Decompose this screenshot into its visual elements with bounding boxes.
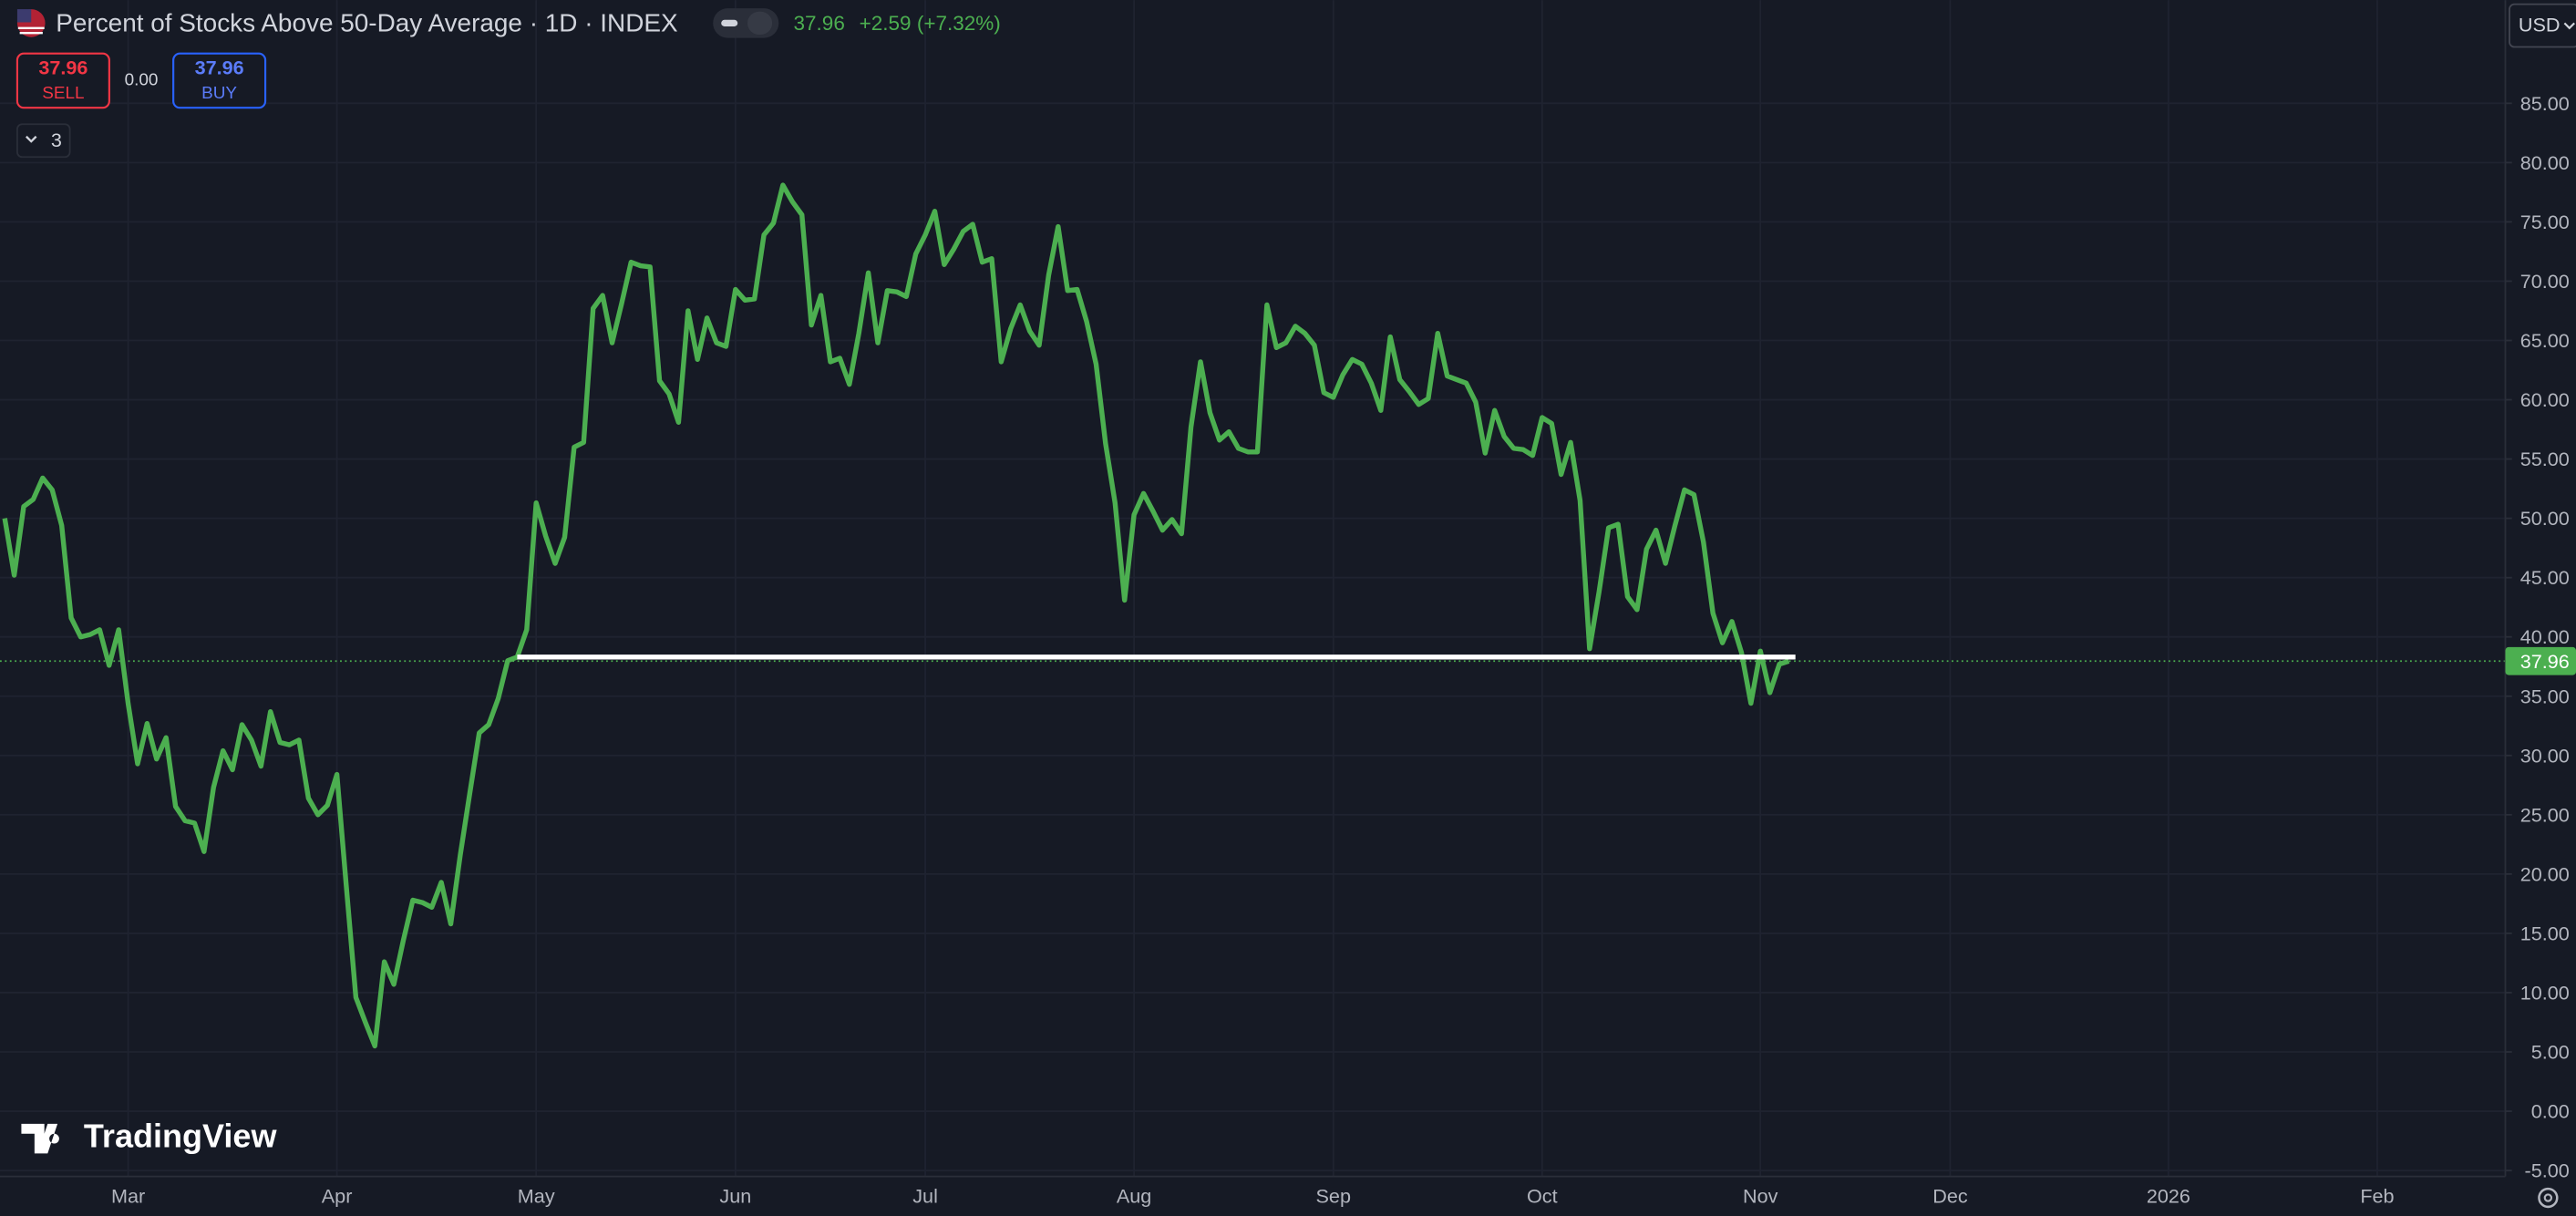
y-tick-label: 20.00 xyxy=(2520,862,2570,885)
x-tick-label: Feb xyxy=(2360,1185,2394,1208)
flag-stripes xyxy=(17,26,45,35)
settings-icon[interactable] xyxy=(2538,1187,2559,1209)
y-tick-label: 0.00 xyxy=(2531,1100,2570,1123)
x-tick-label: 2026 xyxy=(2147,1185,2190,1208)
y-tick-label: 80.00 xyxy=(2520,151,2570,174)
x-tick-label: Jun xyxy=(719,1185,751,1208)
toggle-knob xyxy=(747,11,773,35)
y-tick-label: 10.00 xyxy=(2520,981,2570,1004)
buy-label: BUY xyxy=(201,84,237,103)
x-tick-label: Aug xyxy=(1117,1185,1151,1208)
axes: 85.00 80.00 75.00 70.00 65.00 60.00 55.00 50.00… xyxy=(111,92,2576,1208)
y-tick-label: 65.00 xyxy=(2520,329,2570,352)
x-tick-label: Jul xyxy=(912,1185,938,1208)
toggle-icon xyxy=(721,19,738,26)
x-tick-label: Mar xyxy=(111,1185,145,1208)
sell-label: SELL xyxy=(42,84,84,103)
y-tick-label: 15.00 xyxy=(2520,922,2570,944)
y-tick-label: 40.00 xyxy=(2520,625,2570,648)
watermark: TradingView xyxy=(21,1118,277,1155)
x-tick-label: May xyxy=(518,1185,555,1208)
y-tick-label: 75.00 xyxy=(2520,211,2570,233)
header: Percent of Stocks Above 50-Day Average ·… xyxy=(16,8,1001,38)
sell-price: 37.96 xyxy=(38,57,88,79)
settings-icon-center xyxy=(2543,1193,2553,1202)
last-price-label: 37.96 xyxy=(2520,650,2570,673)
indicators-count: 3 xyxy=(51,129,62,151)
chart-title: Percent of Stocks Above 50-Day Average ·… xyxy=(56,9,678,37)
currency-button[interactable] xyxy=(2509,3,2576,48)
watermark-logo xyxy=(21,1123,59,1154)
x-tick-label: Oct xyxy=(1527,1185,1558,1208)
x-tick-label: Dec xyxy=(1932,1185,1968,1208)
trade-buttons: 37.96 SELL 0.00 37.96 BUY 3 xyxy=(15,52,267,159)
currency-selector: USD xyxy=(2509,3,2576,48)
last-price-tag xyxy=(2505,646,2576,675)
grid xyxy=(0,0,2506,1177)
x-tick-label: Nov xyxy=(1743,1185,1778,1208)
y-tick-label: 50.00 xyxy=(2520,507,2570,530)
y-tick-label: 5.00 xyxy=(2531,1041,2570,1064)
spread: 0.00 xyxy=(125,70,159,89)
currency: USD xyxy=(2519,14,2561,36)
watermark-text: TradingView xyxy=(84,1118,278,1155)
chevron-icon xyxy=(26,135,37,143)
y-tick-label: 60.00 xyxy=(2520,388,2570,411)
x-tick-label: Apr xyxy=(322,1185,353,1208)
y-tick-label: 85.00 xyxy=(2520,92,2570,115)
sell-button[interactable] xyxy=(15,52,110,109)
y-tick-label: 45.00 xyxy=(2520,566,2570,589)
y-tick-label: 25.00 xyxy=(2520,803,2570,826)
buy-button[interactable] xyxy=(172,52,267,109)
buy-price: 37.96 xyxy=(195,57,244,79)
line-series xyxy=(2,182,1790,1049)
y-tick-label: 30.00 xyxy=(2520,744,2570,767)
y-tick-label: -5.00 xyxy=(2525,1159,2570,1182)
indicators-toggle[interactable] xyxy=(16,123,71,159)
y-tick-label: 55.00 xyxy=(2520,448,2570,470)
x-tick-label: Sep xyxy=(1316,1185,1351,1208)
settings xyxy=(2538,1187,2559,1209)
plot xyxy=(2,182,1796,1049)
y-tick-label: 70.00 xyxy=(2520,270,2570,293)
y-tick-label: 35.00 xyxy=(2520,685,2570,707)
header-price: 37.96 xyxy=(794,12,845,35)
header-change: +2.59 (+7.32%) xyxy=(860,12,1001,35)
flag-canton xyxy=(16,9,32,23)
currency-chevron xyxy=(2563,22,2575,30)
